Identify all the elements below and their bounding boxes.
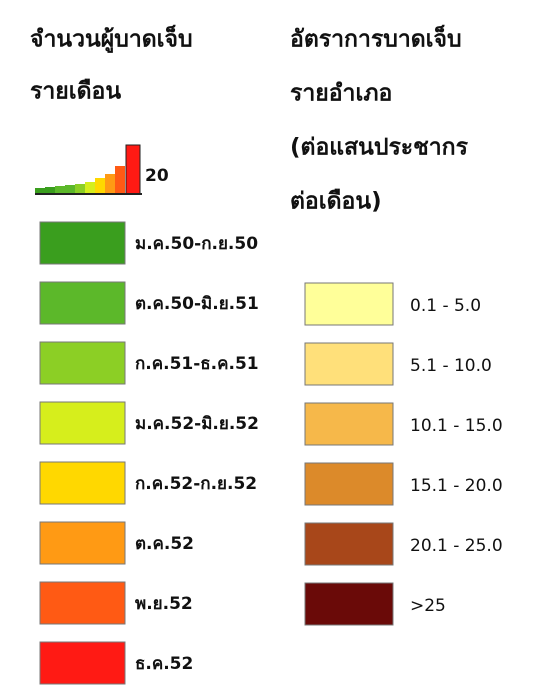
legend-label: 15.1 - 20.0 xyxy=(410,476,503,496)
legend-title: (ต่อแสนประชากร xyxy=(290,135,469,161)
legend-swatch xyxy=(39,521,126,565)
legend-swatch xyxy=(304,582,394,626)
legend-label: 10.1 - 15.0 xyxy=(410,416,503,436)
symbol xyxy=(35,144,142,195)
legend-label: ม.ค.50-ก.ย.50 xyxy=(135,234,258,254)
legend-swatch xyxy=(39,401,126,445)
legend-label: 5.1 - 10.0 xyxy=(410,356,492,376)
legend-title: อัตราการบาดเจ็บ xyxy=(290,24,462,53)
legend-label: ต.ค.50-มิ.ย.51 xyxy=(135,294,259,314)
legend-swatch xyxy=(304,282,394,326)
legend-swatch xyxy=(304,402,394,446)
legend-label: ม.ค.52-มิ.ย.52 xyxy=(135,414,259,434)
legend-label: 20.1 - 25.0 xyxy=(410,536,503,556)
legend-swatch xyxy=(39,461,126,505)
legend-title: จำนวนผู้บาดเจ็บ xyxy=(30,24,193,54)
legend-swatch xyxy=(39,641,126,685)
legend-label: 0.1 - 5.0 xyxy=(410,296,481,316)
legend-title: ต่อเดือน) xyxy=(290,189,382,215)
legend-swatch xyxy=(39,221,126,265)
legend-swatch xyxy=(304,342,394,386)
legend-swatch xyxy=(304,522,394,566)
legend-label: ธ.ค.52 xyxy=(135,654,193,674)
legend-swatch xyxy=(39,581,126,625)
legend-title: รายอำเภอ xyxy=(290,81,392,107)
symbol-label: 20 xyxy=(145,166,169,186)
legend-label: ต.ค.52 xyxy=(135,534,194,554)
legend-swatch xyxy=(39,341,126,385)
legend-label: ก.ค.51-ธ.ค.51 xyxy=(135,354,259,374)
legend-label: พ.ย.52 xyxy=(135,594,193,614)
legend-label: ก.ค.52-ก.ย.52 xyxy=(135,474,257,494)
legend-label: >25 xyxy=(410,596,446,616)
legend-swatch xyxy=(39,281,126,325)
legend-swatch xyxy=(304,462,394,506)
legend-title: รายเดือน xyxy=(30,79,121,105)
